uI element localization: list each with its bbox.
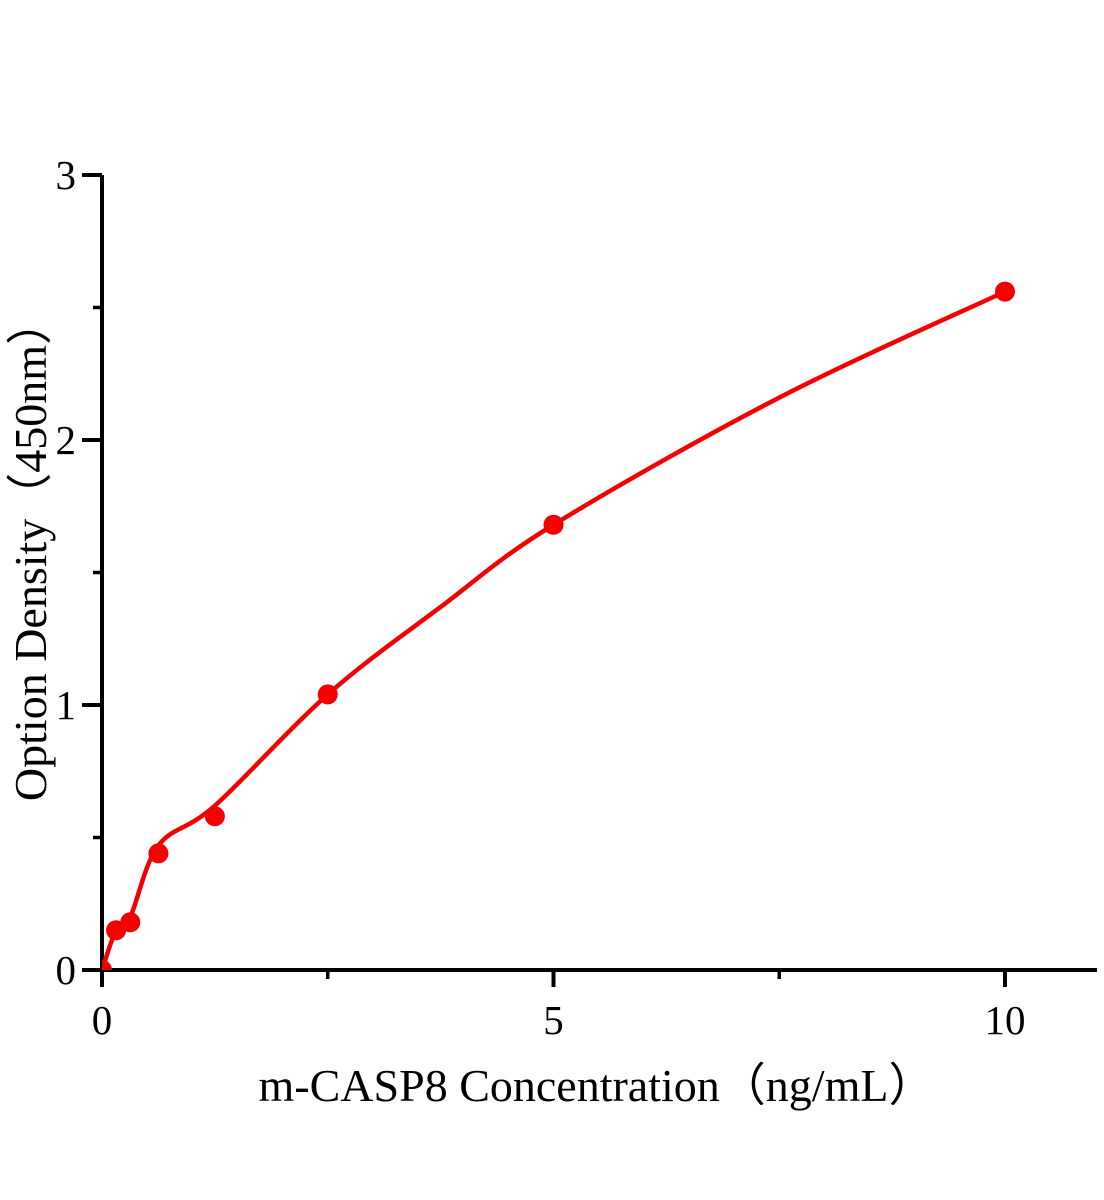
- y-axis-title: Option Density（450nm）: [5, 299, 56, 801]
- fit-curve: [102, 289, 1008, 970]
- y-tick-label: 0: [56, 947, 77, 993]
- y-tick-label: 2: [56, 417, 77, 463]
- x-tick-label: 10: [985, 997, 1026, 1043]
- data-series: [102, 281, 1015, 970]
- x-tick-label: 5: [543, 997, 564, 1043]
- y-tick-label: 3: [56, 152, 77, 198]
- data-point: [543, 514, 564, 535]
- data-point: [995, 281, 1015, 302]
- x-axis-title: m-CASP8 Concentration（ng/mL）: [259, 1060, 935, 1111]
- data-point: [317, 684, 338, 705]
- data-point: [148, 843, 169, 864]
- data-point: [102, 960, 112, 970]
- tick-labels: 0 5 10 0 1 2 3: [56, 152, 1026, 1043]
- data-point: [204, 806, 225, 827]
- x-tick-label: 0: [92, 997, 113, 1043]
- y-tick-label: 1: [56, 682, 77, 728]
- data-point: [120, 912, 141, 933]
- axes: [82, 173, 1097, 987]
